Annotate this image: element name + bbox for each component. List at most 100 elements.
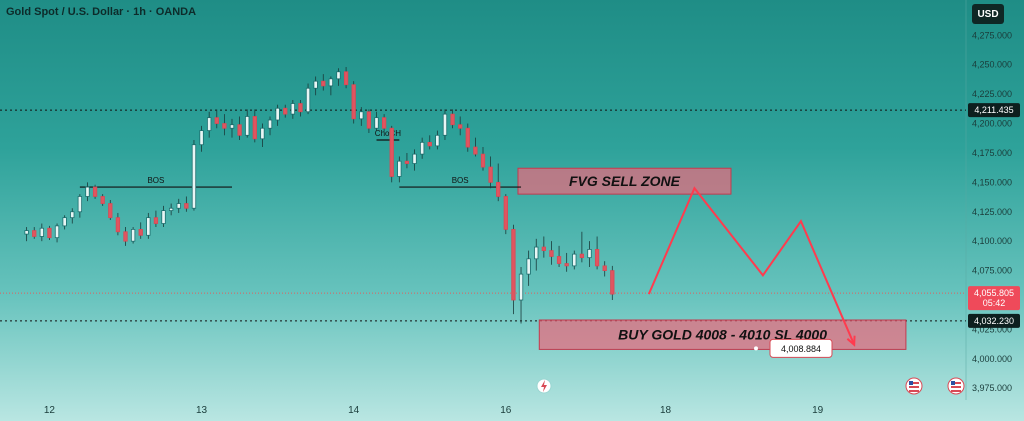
target-label-box	[769, 338, 833, 358]
flag-stripe	[909, 386, 919, 388]
candle-down	[100, 196, 105, 204]
candle-down	[123, 231, 128, 242]
flag-canton	[951, 381, 955, 385]
countdown-label: 05:42	[983, 298, 1006, 308]
structure-label: BOS	[452, 176, 469, 185]
candle-down	[47, 227, 52, 239]
candle-down	[92, 186, 98, 197]
candle-down	[564, 263, 569, 267]
candle-down	[549, 250, 554, 257]
candle-down	[381, 117, 387, 129]
candle-up	[191, 144, 197, 209]
level-price-label: 4,211.435	[974, 105, 1013, 115]
candle-up	[260, 127, 265, 140]
candle-up	[24, 230, 29, 235]
candle-down	[237, 124, 242, 136]
x-tick-label: 13	[196, 405, 208, 416]
fvg-sell-zone-label: FVG SELL ZONE	[569, 173, 681, 189]
y-tick-label: 4,000.000	[972, 354, 1012, 364]
candle-up	[207, 117, 212, 131]
y-tick-label: 4,100.000	[972, 236, 1012, 246]
candle-up	[305, 87, 311, 113]
candle-down	[488, 166, 493, 183]
candle-up	[290, 103, 295, 115]
candle-down	[404, 160, 410, 164]
level-price-badge	[968, 313, 1020, 328]
candle-up	[435, 134, 440, 147]
candle-up	[534, 246, 539, 260]
candle-up	[267, 119, 273, 129]
candle-up	[526, 258, 531, 275]
y-tick-label: 4,150.000	[972, 177, 1012, 187]
x-tick-label: 12	[44, 405, 56, 416]
candle-up	[275, 107, 280, 121]
candle-up	[85, 186, 90, 197]
candle-down	[556, 256, 562, 264]
candle-down	[511, 229, 516, 301]
y-tick-label: 4,275.000	[972, 30, 1012, 40]
y-tick-label: 4,200.000	[972, 119, 1012, 129]
flag-stripe	[909, 390, 919, 392]
candle-up	[572, 253, 577, 267]
x-tick-label: 19	[812, 405, 824, 416]
candle-up	[54, 225, 60, 239]
candle-up	[70, 211, 75, 219]
candle-down	[115, 217, 121, 233]
lightning-glyph	[541, 380, 547, 392]
candle-down	[351, 84, 356, 120]
candle-down	[108, 203, 113, 219]
projection-arrowhead	[846, 335, 856, 347]
candle-down	[298, 103, 303, 113]
flag-stripe	[951, 382, 961, 384]
candle-up	[518, 273, 524, 301]
candle-up	[412, 153, 417, 164]
candle-up	[229, 124, 235, 129]
candle-down	[283, 107, 288, 115]
x-tick-label: 18	[660, 405, 672, 416]
candle-up	[77, 196, 83, 213]
currency-button[interactable]: USD	[972, 4, 1004, 24]
candle-down	[343, 71, 349, 86]
y-tick-label: 4,225.000	[972, 89, 1012, 99]
candle-up	[587, 249, 592, 259]
projection-path	[647, 186, 856, 346]
flag-stripe	[951, 386, 961, 388]
candle-up	[442, 113, 448, 136]
candle-down	[594, 249, 600, 267]
candle-down	[503, 196, 508, 230]
candle-down	[458, 124, 463, 129]
candle-down	[450, 113, 455, 126]
level-price-badge	[968, 103, 1020, 118]
candle-up	[374, 117, 379, 129]
candle-down	[222, 123, 227, 129]
candle-down	[473, 146, 478, 155]
candle-down	[427, 141, 432, 147]
flag-stripe	[909, 382, 919, 384]
candle-up	[176, 203, 181, 209]
candle-up	[313, 80, 318, 89]
buy-gold-zone-label: BUY GOLD 4008 - 4010 SL 4000	[618, 327, 827, 343]
candle-up	[130, 229, 136, 242]
candle-up	[39, 227, 44, 237]
candle-down	[214, 117, 219, 124]
y-tick-label: 4,175.000	[972, 148, 1012, 158]
candle-down	[138, 229, 143, 236]
structure-label: ChoCH	[375, 129, 401, 138]
candle-up	[245, 116, 250, 136]
candle-up	[328, 78, 334, 87]
candle-up	[161, 210, 166, 224]
candle-down	[480, 153, 486, 168]
candle-up	[168, 207, 174, 211]
current-price-label: 4,055.805	[974, 288, 1014, 298]
candle-down	[496, 181, 501, 197]
y-tick-label: 4,125.000	[972, 207, 1012, 217]
flag-canton	[909, 381, 913, 385]
candle-up	[419, 141, 425, 155]
candle-up	[359, 111, 364, 120]
candle-down	[465, 127, 470, 148]
candle-up	[62, 217, 67, 227]
y-tick-label: 4,250.000	[972, 60, 1012, 70]
candle-down	[32, 230, 37, 237]
